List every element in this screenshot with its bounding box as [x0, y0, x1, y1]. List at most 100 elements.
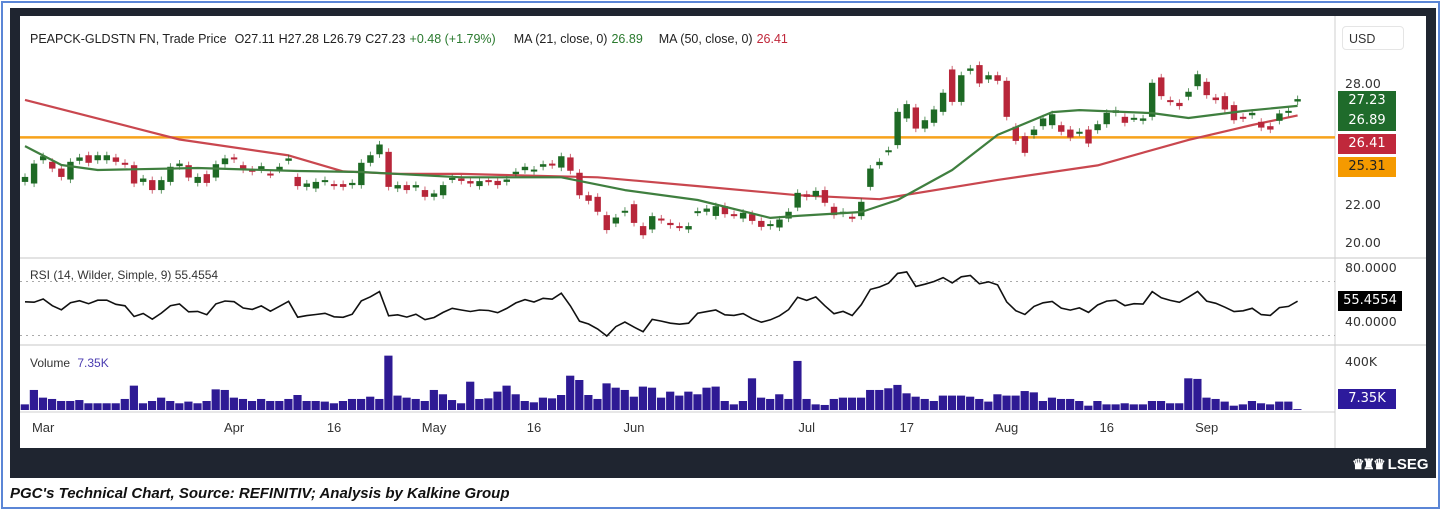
volume-bar: [647, 387, 657, 410]
candle-body: [967, 68, 974, 71]
volume-bar: [347, 398, 357, 410]
candle-body: [730, 214, 738, 217]
volume-bar: [175, 403, 184, 410]
candle-body: [30, 163, 38, 184]
volume-bar: [1166, 403, 1175, 410]
candle-body: [785, 211, 792, 219]
candle-body: [1158, 77, 1165, 97]
candle-body: [1012, 126, 1020, 141]
candle-body: [639, 226, 647, 236]
lseg-logo-text: LSEG: [1387, 456, 1429, 473]
volume-bar: [666, 391, 675, 410]
volume-bar: [1102, 404, 1111, 410]
chart-panel[interactable]: [20, 16, 1426, 448]
candle-body: [539, 164, 547, 167]
ma21-price-label: 26.89: [1338, 111, 1396, 131]
volume-bar: [20, 404, 29, 410]
candle-body: [994, 75, 1001, 81]
volume-bar: [411, 398, 420, 410]
figure-caption: PGC's Technical Chart, Source: REFINITIV…: [10, 485, 510, 502]
candle-body: [1130, 117, 1138, 120]
volume-bar: [693, 394, 702, 410]
candle-body: [667, 222, 674, 226]
volume-bar: [811, 404, 820, 410]
candle-body: [658, 218, 665, 221]
rsi-value-label: 55.4554: [1338, 291, 1402, 311]
rsi-legend[interactable]: RSI (14, Wilder, Simple, 9) 55.4554: [30, 268, 218, 282]
volume-bar: [120, 398, 129, 410]
volume-bar: [547, 398, 557, 410]
candle-body: [1085, 129, 1092, 144]
volume-bar: [1075, 401, 1084, 410]
volume-bar: [866, 389, 875, 410]
candle-body: [567, 157, 574, 171]
volume-bar: [593, 398, 602, 410]
volume-bar: [1275, 401, 1284, 410]
candle-body: [521, 166, 529, 171]
volume-bar: [829, 398, 838, 410]
volume-bar: [738, 401, 748, 410]
time-tick-label: Sep: [1195, 420, 1219, 435]
symbol-name: PEAPCK-GLDSTN FN, Trade Price: [30, 32, 227, 46]
candle-body: [958, 75, 965, 102]
time-tick-label: Apr: [223, 420, 245, 435]
lseg-logo: ♛♜♛ LSEG: [1352, 456, 1429, 473]
volume-bar: [338, 401, 348, 410]
volume-bar: [384, 355, 393, 410]
candle-body: [512, 171, 520, 175]
volume-bar: [793, 360, 802, 410]
candle-body: [858, 201, 865, 217]
candle-body: [139, 178, 147, 182]
candle-body: [339, 184, 347, 187]
candle-body: [221, 158, 229, 165]
candle-body: [630, 204, 638, 223]
candle-body: [1267, 126, 1274, 130]
candle-body: [1067, 129, 1074, 138]
volume-bar: [129, 385, 138, 410]
volume-bar: [966, 396, 975, 410]
candle-body: [358, 162, 365, 186]
volume-legend[interactable]: Volume 7.35K: [30, 356, 109, 370]
candle-body: [694, 211, 701, 214]
volume-bar: [993, 394, 1002, 410]
volume-bar: [166, 401, 175, 410]
volume-bar: [457, 403, 466, 410]
volume-bar: [620, 389, 629, 410]
volume-bar: [220, 389, 229, 410]
currency-selector[interactable]: USD: [1342, 26, 1404, 50]
volume-bar: [329, 403, 338, 410]
volume-bar: [1156, 401, 1166, 410]
volume-bar: [157, 397, 166, 410]
volume-bar: [1066, 398, 1075, 410]
rsi-tick-80: 80.0000: [1345, 260, 1397, 275]
volume-bar: [302, 401, 311, 410]
candle-body: [1058, 125, 1065, 132]
change-value: +0.48 (+1.79%): [409, 32, 496, 46]
price-tick-20: 20.00: [1345, 235, 1381, 250]
candle-body: [467, 181, 474, 184]
volume-bar: [629, 396, 638, 410]
candle-body: [449, 177, 456, 180]
candle-body: [1021, 136, 1029, 153]
candle-body: [976, 65, 983, 84]
volume-bar: [229, 397, 238, 410]
candle-body: [67, 161, 74, 180]
candle-body: [585, 195, 592, 201]
volume-bar: [447, 400, 457, 410]
ma21-legend-label[interactable]: MA (21, close, 0): [513, 32, 608, 46]
candle-body: [394, 185, 401, 189]
candle-body: [621, 210, 629, 213]
volume-bar: [711, 386, 720, 410]
volume-bar: [611, 387, 620, 410]
volume-bar: [202, 401, 211, 410]
volume-bar: [784, 398, 793, 410]
candle-body: [558, 156, 565, 168]
volume-bar: [93, 403, 102, 410]
last-price-label: 27.23: [1338, 91, 1396, 111]
ma50-legend-label[interactable]: MA (50, close, 0): [658, 32, 753, 46]
volume-bar: [1084, 405, 1093, 410]
volume-bar: [911, 396, 920, 410]
volume-bar: [1293, 409, 1302, 410]
volume-bar: [856, 397, 866, 410]
